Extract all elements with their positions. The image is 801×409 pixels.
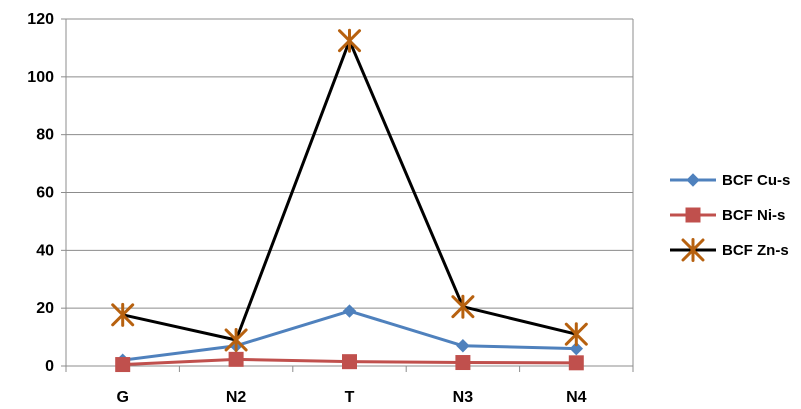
data-point [451,294,475,319]
y-tick-label: 40 [36,242,54,259]
data-point [455,355,471,371]
legend: BCF Cu-s BCF Ni-s BCF Zn-s [670,172,790,262]
data-point [342,304,357,318]
y-tick-label: 100 [27,69,54,86]
legend-label: BCF Ni-s [722,207,785,224]
data-point [456,339,470,353]
legend-swatch-marker [686,173,700,187]
x-tick-label: T [345,389,355,404]
y-tick-label: 0 [45,358,54,375]
y-tick-label: 60 [36,185,54,202]
legend-item: BCF Cu-s [670,172,790,189]
x-tick-label: G [116,389,128,404]
x-tick-label: N2 [226,389,247,404]
series-bcf-zn-s [111,28,588,352]
y-tick-label: 120 [27,11,54,28]
legend-swatch-marker [685,207,701,223]
series [111,28,588,373]
data-point [338,28,361,53]
data-point [228,351,244,367]
data-point [224,327,248,352]
series-line [122,39,577,342]
legend-item: BCF Zn-s [670,238,789,262]
data-point [342,354,357,370]
y-tick-label: 80 [36,127,54,144]
series-bcf-ni-s [115,351,584,373]
legend-label: BCF Cu-s [722,172,790,189]
data-point [569,341,584,356]
data-point [115,357,131,373]
legend-swatch-marker [681,238,705,262]
y-tick-labels: 0 20 40 60 80 100 120 [27,11,54,375]
legend-item: BCF Ni-s [670,207,785,224]
x-tick-labels: G N2 T N3 N4 [116,389,587,406]
y-tick-label: 20 [36,300,54,317]
legend-label: BCF Zn-s [722,242,789,259]
data-point [564,322,588,347]
data-point [568,355,584,371]
gridlines [66,18,633,309]
data-point [111,302,135,327]
x-tick-label: N4 [566,389,587,404]
x-tick-label: N3 [453,389,474,404]
